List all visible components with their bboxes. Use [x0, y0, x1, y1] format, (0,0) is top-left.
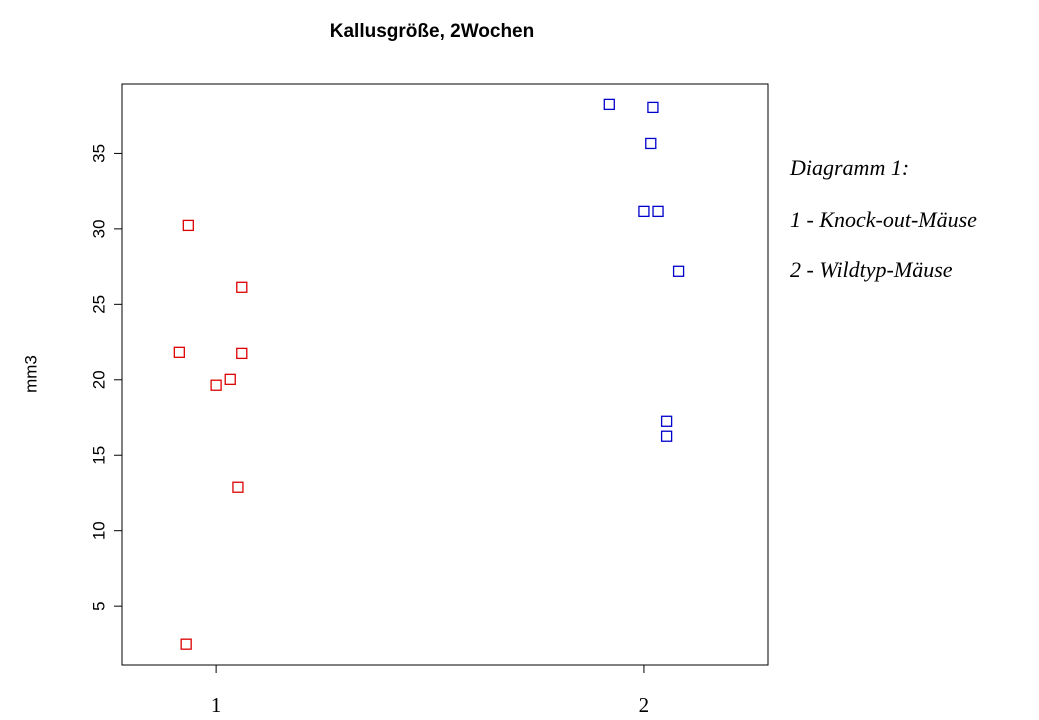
y-tick-label: 15	[89, 446, 108, 465]
point	[236, 281, 248, 293]
point	[660, 430, 673, 442]
y-tick-label: 35	[89, 144, 108, 163]
point	[236, 347, 248, 360]
y-tick-label: 10	[89, 521, 108, 540]
y-tick-label: 20	[89, 370, 108, 389]
point	[660, 415, 673, 427]
y-tick-label: 30	[89, 219, 108, 238]
point	[224, 373, 236, 385]
point	[645, 137, 657, 150]
annotation: Diagramm 1:	[789, 155, 909, 180]
point	[672, 265, 685, 277]
chart-title: Kallusgröße, 2Wochen	[330, 21, 534, 42]
point	[210, 379, 222, 391]
plot-frame	[121, 83, 769, 666]
annotation: 1 - Knock-out-Mäuse	[790, 207, 977, 232]
annotation: 2 - Wildtyp-Mäuse	[790, 257, 953, 282]
point	[603, 98, 615, 111]
point	[638, 205, 650, 218]
x-tick-label: 2	[639, 693, 650, 717]
y-axis-label: mm3	[21, 355, 40, 393]
point	[232, 481, 244, 493]
y-tick-label: 25	[89, 295, 108, 314]
point	[182, 219, 194, 232]
x-tick-label: 1	[211, 693, 222, 717]
point	[652, 205, 664, 218]
point	[173, 346, 185, 358]
point	[180, 638, 192, 650]
y-tick-label: 5	[89, 601, 108, 610]
point	[647, 101, 659, 114]
